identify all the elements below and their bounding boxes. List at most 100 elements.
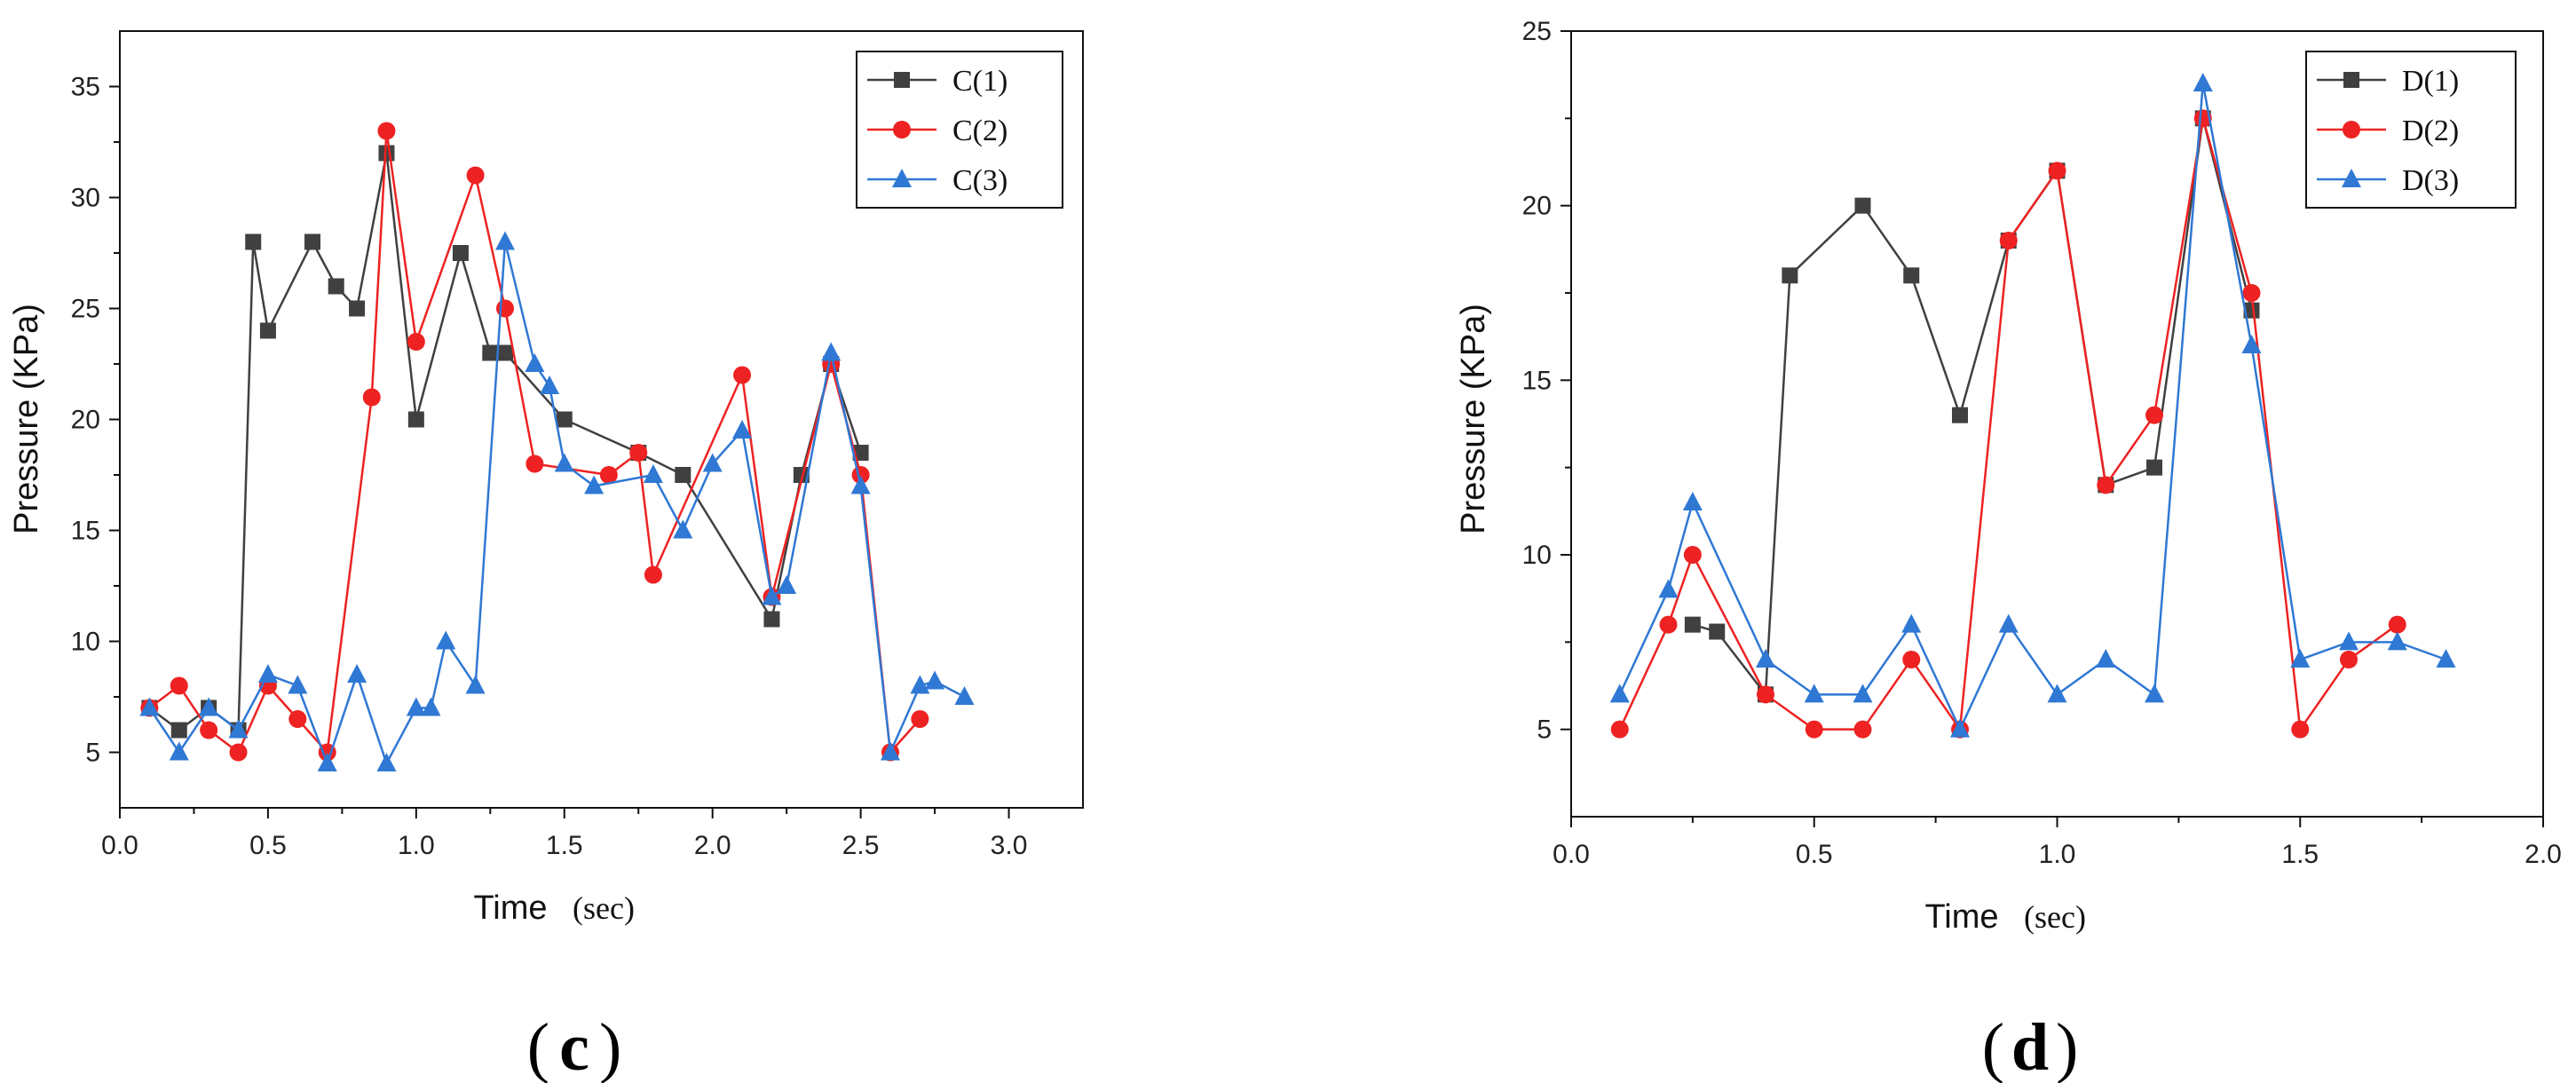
data-point <box>2243 302 2260 319</box>
panel-label-close: ) <box>2056 1010 2078 1083</box>
series-line <box>148 241 966 767</box>
data-point <box>1658 579 1679 598</box>
data-point <box>2340 651 2358 668</box>
panel-label-letter: d <box>2011 1010 2049 1083</box>
data-point <box>406 697 426 716</box>
data-point <box>1609 684 1630 703</box>
x-tick-label: 3.0 <box>991 831 1028 860</box>
data-point <box>821 342 842 361</box>
data-point <box>377 122 396 140</box>
data-point <box>465 675 486 694</box>
series-D(2) <box>1610 109 2406 739</box>
y-tick-label: 25 <box>71 295 100 324</box>
x-tick-label: 1.0 <box>398 831 435 860</box>
data-point <box>1756 649 1775 668</box>
data-point <box>245 233 262 250</box>
series-line <box>148 130 921 755</box>
data-point <box>1684 616 1701 633</box>
data-point <box>1952 407 1968 423</box>
data-point <box>2048 162 2066 180</box>
data-point <box>1950 718 1970 738</box>
data-point <box>1709 623 1726 640</box>
data-point <box>910 675 930 694</box>
data-point <box>2242 284 2261 302</box>
data-point <box>1610 720 1629 739</box>
panel-label: (c) <box>527 1010 622 1083</box>
data-point <box>259 322 276 339</box>
series-C(2) <box>140 122 929 762</box>
y-tick-label: 15 <box>1522 366 1552 395</box>
x-tick-label: 1.5 <box>546 831 583 860</box>
data-point <box>2436 649 2456 668</box>
data-point <box>199 697 219 716</box>
data-point <box>911 710 929 728</box>
data-point <box>1998 613 2019 633</box>
data-point <box>170 676 188 695</box>
data-point <box>1782 267 1798 284</box>
x-axis-title: Time <box>473 889 547 927</box>
x-tick-label: 0.0 <box>101 831 138 860</box>
data-point <box>2291 720 2310 739</box>
y-tick-label: 25 <box>1522 17 1552 46</box>
data-point <box>1757 685 1774 704</box>
y-tick-label: 30 <box>71 184 100 213</box>
series-C(3) <box>139 231 975 771</box>
series-line <box>1618 117 2398 733</box>
y-tick-label: 10 <box>1522 541 1552 570</box>
data-point <box>1682 492 1703 510</box>
data-point <box>732 420 753 439</box>
y-axis-title: Pressure (KPa) <box>8 304 45 534</box>
data-point <box>599 466 618 484</box>
legend: C(1) C(2) C(3) <box>856 51 1063 209</box>
y-tick-label: 20 <box>71 406 100 435</box>
data-point <box>407 411 424 428</box>
data-point <box>1902 651 1921 668</box>
data-point <box>644 565 662 584</box>
data-point <box>702 453 723 472</box>
panel-label-open: ( <box>1982 1010 2004 1083</box>
legend-label: C(3) <box>952 164 1007 197</box>
series-D(3) <box>1609 73 2456 738</box>
legend: D(1) D(2) D(3) <box>2305 51 2517 209</box>
x-tick-label: 0.0 <box>1553 840 1590 869</box>
data-point <box>675 467 691 483</box>
data-point <box>1853 720 1872 739</box>
data-point <box>376 753 397 771</box>
data-point <box>1805 720 1823 739</box>
x-tick-label: 1.5 <box>2281 840 2319 869</box>
data-point <box>170 722 187 739</box>
data-point <box>482 344 499 361</box>
legend-marker <box>2342 169 2361 187</box>
data-point <box>762 586 782 605</box>
x-tick-label: 2.0 <box>694 831 731 860</box>
data-point <box>733 366 752 384</box>
legend-label: D(3) <box>2402 164 2459 197</box>
data-point <box>584 475 604 494</box>
data-point <box>793 467 810 483</box>
data-point <box>2290 649 2311 668</box>
legend-label: D(2) <box>2402 115 2459 147</box>
data-point <box>525 353 545 372</box>
data-point <box>1659 615 1678 634</box>
data-point <box>257 664 278 683</box>
data-point <box>1804 684 1824 703</box>
data-point <box>466 166 485 185</box>
y-tick-label: 15 <box>71 517 100 546</box>
data-point <box>2145 684 2164 703</box>
data-point <box>436 630 456 650</box>
x-axis-unit: (sec) <box>2024 899 2086 935</box>
data-point <box>2387 631 2407 651</box>
panel-label: (d) <box>1982 1010 2079 1083</box>
panel-label-close: ) <box>599 1010 621 1083</box>
data-point <box>629 444 648 462</box>
legend-label: C(1) <box>952 65 1007 98</box>
data-point <box>554 453 574 472</box>
data-point <box>1854 197 1871 214</box>
data-point <box>139 697 160 716</box>
data-point <box>328 278 344 295</box>
data-point <box>2339 631 2359 651</box>
legend-marker <box>892 169 912 187</box>
x-tick-label: 1.0 <box>2039 840 2076 869</box>
series-line <box>1618 83 2446 732</box>
